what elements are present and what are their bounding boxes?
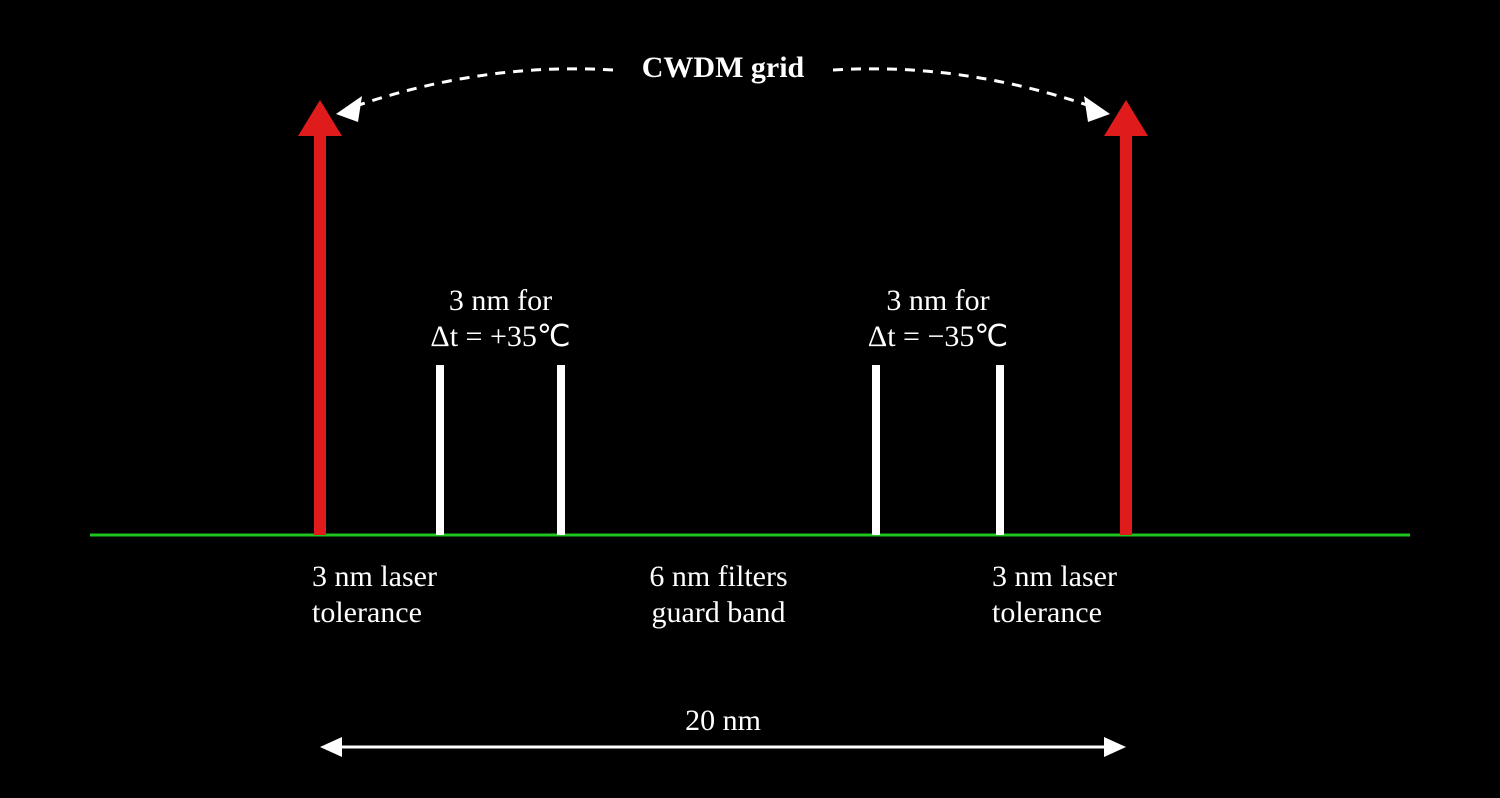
temp-right-line2: Δt = −35℃ xyxy=(868,320,1008,353)
guard-line2: guard band xyxy=(651,596,785,629)
temp-left-line2: Δt = +35℃ xyxy=(430,320,570,353)
tol-left-line2: tolerance xyxy=(312,596,422,629)
tol-left-line1: 3 nm laser xyxy=(312,560,437,593)
top-connector-left-head xyxy=(336,96,362,122)
cwdm-grid-diagram xyxy=(0,0,1500,798)
temp-right-label: 3 nm for Δt = −35℃ xyxy=(738,283,1138,355)
temp-left-line1: 3 nm for xyxy=(449,284,552,317)
tolerance-right-label: 3 nm laser tolerance xyxy=(992,559,1117,631)
title-label: CWDM grid xyxy=(523,50,923,86)
tol-right-line2: tolerance xyxy=(992,596,1102,629)
total-width-label: 20 nm xyxy=(523,703,923,739)
temp-right-line1: 3 nm for xyxy=(886,284,989,317)
right-channel-arrow-head xyxy=(1104,100,1148,136)
left-channel-arrow-head xyxy=(298,100,342,136)
total-width-arrow-right xyxy=(1104,737,1126,757)
total-width-arrow-left xyxy=(320,737,342,757)
guard-band-label: 6 nm filters guard band xyxy=(519,559,919,631)
guard-line1: 6 nm filters xyxy=(649,560,787,593)
temp-left-label: 3 nm for Δt = +35℃ xyxy=(301,283,701,355)
top-connector-right-head xyxy=(1084,96,1110,122)
tolerance-left-label: 3 nm laser tolerance xyxy=(312,559,437,631)
diagram-svg xyxy=(0,0,1500,798)
tol-right-line1: 3 nm laser xyxy=(992,560,1117,593)
